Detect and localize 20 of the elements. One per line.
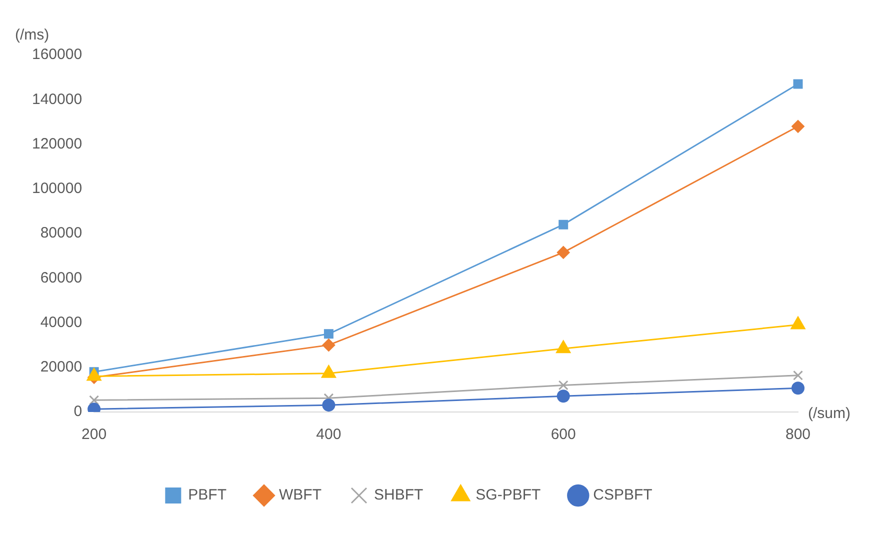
y-tick-label: 60000 [40, 269, 82, 286]
x-tick-label: 600 [550, 426, 576, 444]
legend-label: CSPBFT [593, 486, 652, 504]
x-tick-label: 400 [316, 426, 342, 444]
y-axis-title: (/ms) [14, 26, 50, 44]
legend-label: PBFT [188, 486, 227, 504]
y-tick-label: 120000 [32, 135, 82, 152]
x-axis-title: (/sum) [808, 405, 850, 422]
y-tick-label: 0 [74, 403, 82, 420]
legend-label: SG-PBFT [476, 486, 541, 504]
y-tick-label: 100000 [32, 180, 82, 198]
x-tick-label: 200 [82, 426, 107, 444]
legend-label: WBFT [279, 486, 322, 504]
y-tick-label: 40000 [40, 314, 82, 331]
x-tick-label: 800 [785, 426, 811, 444]
y-tick-label: 140000 [32, 90, 82, 108]
y-tick-label: 160000 [32, 46, 82, 64]
y-tick-label: 20000 [40, 358, 82, 376]
legend-label: SHBFT [374, 486, 424, 504]
y-tick-label: 80000 [40, 224, 82, 242]
